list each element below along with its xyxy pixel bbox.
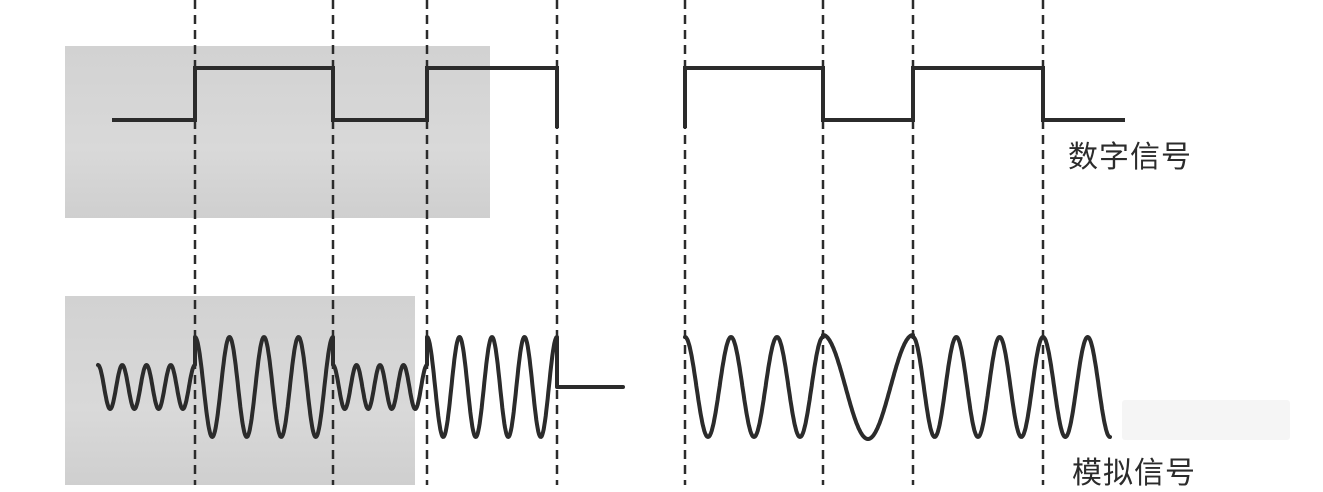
digital-signal-waveform xyxy=(112,68,1125,128)
analog-signal-waveform xyxy=(98,335,1110,439)
analog-signal-label: 模拟信号 xyxy=(1072,448,1196,492)
watermark-overlay xyxy=(1122,400,1290,440)
digital-signal-label: 数字信号 xyxy=(1068,132,1192,176)
